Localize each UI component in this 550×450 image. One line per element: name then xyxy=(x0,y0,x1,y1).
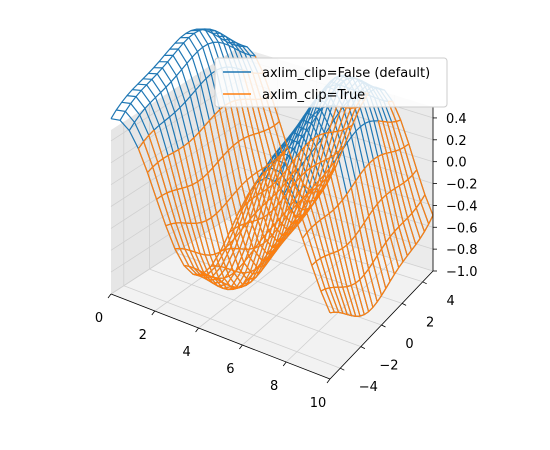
wire-line xyxy=(110,28,240,120)
x-tick-label: 8 xyxy=(270,379,278,394)
wire-line xyxy=(329,215,434,318)
legend-box xyxy=(214,57,448,108)
wire-line xyxy=(128,41,256,131)
wire-line xyxy=(229,145,345,233)
legend-label-series-1: axlim_clip=False (default) xyxy=(262,66,430,81)
x-tick-mark xyxy=(239,344,243,350)
wire-line xyxy=(355,180,383,296)
z-tick-label: 0.2 xyxy=(446,134,467,149)
z-tick-label: −0.2 xyxy=(446,178,478,193)
wire-line xyxy=(392,101,434,216)
wire-line xyxy=(137,129,155,150)
y-tick-mark xyxy=(422,281,427,285)
x-tick-mark xyxy=(107,293,112,299)
z-tick-label: −0.8 xyxy=(446,243,478,258)
x-tick-mark xyxy=(326,378,331,384)
legend: axlim_clip=False (default) axlim_clip=Tr… xyxy=(214,57,448,108)
y-tick-mark xyxy=(360,346,366,349)
y-tick-mark xyxy=(381,324,386,328)
y-tick-label: 4 xyxy=(447,294,455,309)
wire-line xyxy=(238,124,353,213)
x-tick-label: 0 xyxy=(95,311,103,326)
y-tick-label: −4 xyxy=(359,380,378,395)
wire-line xyxy=(320,194,426,292)
wire-line xyxy=(381,154,408,256)
wire-line xyxy=(172,152,272,287)
wire-line xyxy=(311,169,418,266)
x-tick-mark xyxy=(282,361,287,367)
wire-line xyxy=(244,99,338,231)
x-tick-label: 6 xyxy=(226,362,234,377)
wire-line xyxy=(247,151,286,196)
wire-line xyxy=(372,159,400,268)
gridline-z xyxy=(110,166,434,251)
wire-line xyxy=(183,184,305,280)
wire-line xyxy=(165,146,288,227)
y-tick-label: 0 xyxy=(405,337,413,352)
wire-line xyxy=(378,119,401,123)
z-tick-label: 0.4 xyxy=(446,112,467,127)
x-tick-mark xyxy=(151,310,156,316)
tick-labels: 0246810−4−2024−1.0−0.8−0.6−0.4−0.20.00.2… xyxy=(95,112,478,411)
z-tick-label: −0.4 xyxy=(446,199,478,214)
series-wire-clipped xyxy=(137,55,434,318)
z-tick-label: −0.6 xyxy=(446,221,478,236)
wire-line xyxy=(292,162,335,214)
y-tick-label: −2 xyxy=(379,359,398,374)
x-tick-mark xyxy=(195,327,199,333)
legend-label-series-2: axlim_clip=True xyxy=(262,88,365,103)
wire-line xyxy=(220,165,337,252)
x-axis-line xyxy=(110,293,331,380)
z-tick-label: 0.0 xyxy=(446,156,467,171)
wire-line xyxy=(174,168,297,256)
wire-line xyxy=(363,168,391,282)
y-tick-mark xyxy=(401,303,407,306)
y-tick-mark xyxy=(340,367,345,371)
wire-line xyxy=(359,174,387,289)
wire-line xyxy=(257,73,365,203)
wire-line xyxy=(377,156,404,262)
wire-line xyxy=(387,101,430,225)
z-tick-label: −1.0 xyxy=(446,265,478,280)
wire-line xyxy=(177,149,277,289)
x-tick-label: 4 xyxy=(182,345,190,360)
wire-line xyxy=(192,192,313,291)
x-tick-label: 10 xyxy=(310,396,327,411)
x-tick-label: 2 xyxy=(139,328,147,343)
y-tick-label: 2 xyxy=(426,315,434,330)
wire-line xyxy=(302,143,410,239)
gridline-z xyxy=(110,188,434,273)
wire-line xyxy=(202,191,321,289)
wire-line xyxy=(211,181,329,274)
wire-line xyxy=(156,121,280,200)
wire-line xyxy=(368,163,395,275)
wire-line xyxy=(346,193,374,308)
wire-line xyxy=(350,187,378,303)
wireframe-surfaces xyxy=(110,28,434,318)
wire-line xyxy=(119,28,248,121)
